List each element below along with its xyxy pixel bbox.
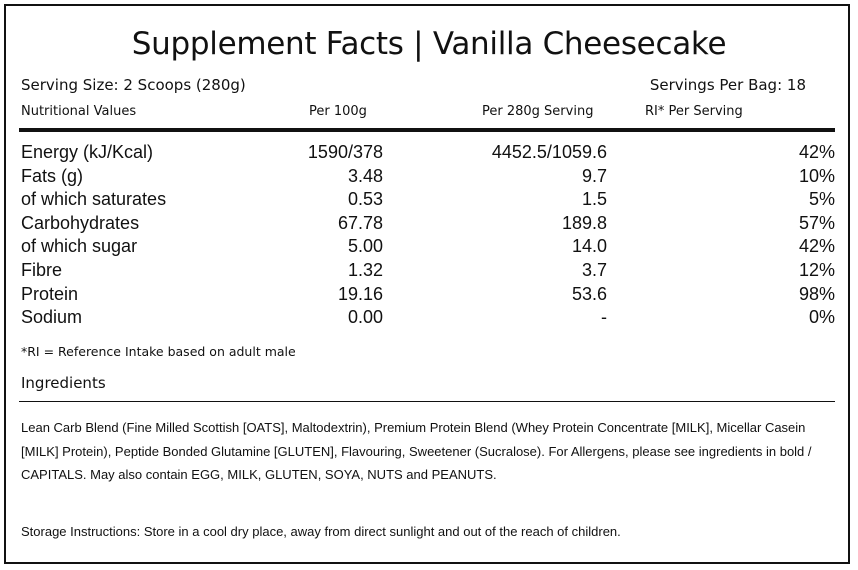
nutrient-name: Protein [21,283,79,304]
nutrient-per-serving: 14.0 [571,236,607,257]
ingredients-text: Lean Carb Blend (Fine Milled Scottish [O… [21,420,812,482]
nutrient-name: Sodium [21,307,83,328]
nutrient-name: Fats (g) [21,165,84,186]
nutrient-per-100g: 0.53 [347,189,383,210]
page-title: Supplement Facts | Vanilla Cheesecake [131,26,727,62]
nutrient-ri: 42% [798,142,835,162]
table-row: Sodium 0.00 - 0% [21,305,835,329]
nutrient-ri: 57% [798,212,835,233]
nutrient-per-100g: 1.32 [347,259,383,280]
column-header-ri: RI* Per Serving [645,104,743,119]
header-divider [19,128,835,132]
ingredients-heading: Ingredients [21,374,106,392]
column-header-per-100g: Per 100g [309,104,367,119]
column-header-nutritional-values: Nutritional Values [21,104,137,119]
supplement-facts-panel [4,4,850,564]
nutrient-per-serving: 53.6 [571,283,607,304]
nutrient-per-serving: 189.8 [561,212,607,233]
nutrition-table: Energy (kJ/Kcal) 1590/378 4452.5/1059.6 … [21,140,835,329]
nutrient-per-serving: 9.7 [581,165,607,186]
nutrient-per-100g: 3.48 [347,165,383,186]
ri-footnote: *RI = Reference Intake based on adult ma… [21,344,296,359]
storage-instructions: Storage Instructions: Store in a cool dr… [21,524,621,539]
nutrient-name: Energy (kJ/Kcal) [21,142,154,162]
nutrient-name: of which saturates [21,189,167,210]
nutrient-ri: 42% [798,236,835,257]
nutrient-ri: 12% [798,259,835,280]
ingredients-divider [19,401,835,402]
nutrient-name: Carbohydrates [21,212,140,233]
serving-size: Serving Size: 2 Scoops (280g) [21,76,246,94]
nutrient-per-100g: 0.00 [347,307,383,328]
servings-per-bag: Servings Per Bag: 18 [649,76,806,94]
table-row: of which saturates 0.53 1.5 5% [21,187,835,211]
nutrient-name: Fibre [21,259,63,280]
table-row: of which sugar 5.00 14.0 42% [21,234,835,258]
column-header-per-serving: Per 280g Serving [482,104,594,119]
table-row: Fibre 1.32 3.7 12% [21,258,835,282]
nutrient-ri: 10% [798,165,835,186]
nutrient-per-serving: 3.7 [581,259,607,280]
nutrient-per-100g: 1590/378 [307,142,383,162]
nutrient-per-100g: 67.78 [337,212,383,233]
nutrient-ri: 0% [808,307,835,328]
nutrient-per-100g: 19.16 [337,283,383,304]
nutrient-per-serving: 1.5 [581,189,607,210]
table-row: Energy (kJ/Kcal) 1590/378 4452.5/1059.6 … [21,140,835,164]
nutrient-name: of which sugar [21,236,138,257]
nutrient-per-serving: 4452.5/1059.6 [491,142,607,162]
table-row: Fats (g) 3.48 9.7 10% [21,164,835,188]
nutrient-per-100g: 5.00 [347,236,383,257]
table-row: Protein 19.16 53.6 98% [21,282,835,306]
nutrient-ri: 5% [808,189,835,210]
nutrient-per-serving: - [601,307,607,328]
table-row: Carbohydrates 67.78 189.8 57% [21,211,835,235]
nutrient-ri: 98% [798,283,835,304]
